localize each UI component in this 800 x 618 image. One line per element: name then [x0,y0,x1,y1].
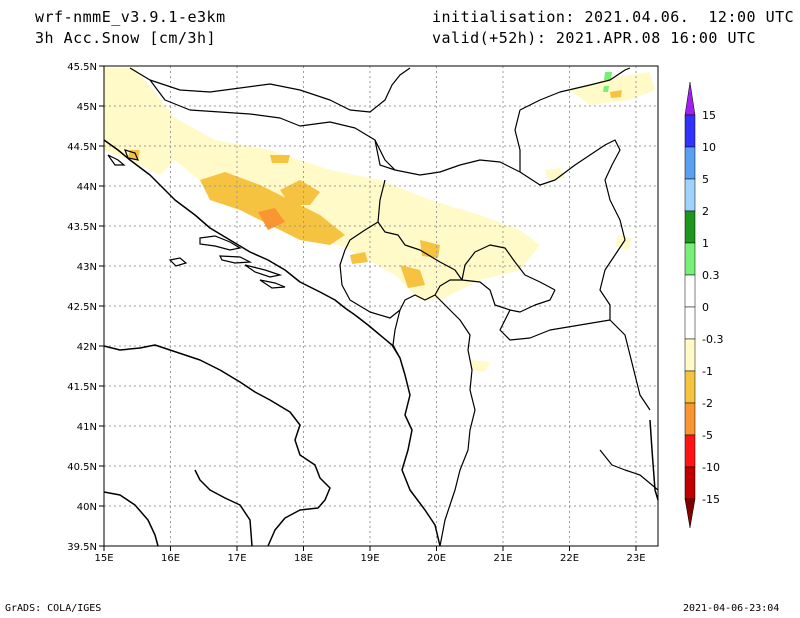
legend-band [684,242,696,276]
footer-credit: GrADS: COLA/IGES [5,603,102,614]
legend-label: 10 [702,141,716,154]
legend-band [684,466,696,500]
legend-label: -15 [702,493,720,506]
legend-label: -10 [702,461,720,474]
legend-band [684,306,696,340]
valid-time: valid(+52h): 2021.APR.08 16:00 UTC [432,29,757,47]
lat-label: 40.5N [67,462,97,473]
lat-label: 39.5N [67,542,97,553]
lat-label: 41N [77,422,97,433]
legend-bottom-arrow [684,498,696,529]
country-borders [129,67,659,547]
snow-field [104,68,655,372]
lat-label: 44N [77,182,97,193]
color-legend [684,81,696,529]
legend-band [684,434,696,468]
legend-label: -2 [702,397,713,410]
legend-band [684,178,696,212]
legend-top-arrow [684,81,696,116]
lat-labels: 45.5N 45N 44.5N 44N 43.5N 43N 42.5N 42N … [67,62,97,553]
model-title: wrf-nmmE_v3.9.1-e3km [35,8,226,26]
lon-label: 22E [560,553,579,564]
lon-label: 23E [626,553,645,564]
legend-band [684,210,696,244]
lon-label: 17E [227,553,246,564]
lat-label: 41.5N [67,382,97,393]
axis-ticks [99,65,637,551]
legend-label: -1 [702,365,713,378]
lon-label: 19E [360,553,379,564]
legend-band [684,402,696,436]
legend-band [684,274,696,308]
lat-label: 45.5N [67,62,97,73]
lat-label: 44.5N [67,142,97,153]
lat-label: 43N [77,262,97,273]
lon-label: 16E [161,553,180,564]
lat-label: 40N [77,502,97,513]
legend-band [684,146,696,180]
lat-label: 42N [77,342,97,353]
lon-label: 20E [427,553,446,564]
lat-label: 45N [77,102,97,113]
legend-band [684,370,696,404]
lat-label: 43.5N [67,222,97,233]
field-title: 3h Acc.Snow [cm/3h] [35,29,217,47]
lon-label: 21E [493,553,512,564]
lon-labels: 15E 16E 17E 18E 19E 20E 21E 22E 23E [94,553,645,564]
lat-label: 42.5N [67,302,97,313]
legend-label: 2 [702,205,709,218]
islands [107,149,286,289]
coastlines [103,139,659,547]
footer-timestamp: 2021-04-06-23:04 [683,603,780,614]
legend-label: -0.3 [702,333,723,346]
lon-label: 15E [94,553,113,564]
grid-lines [104,66,658,546]
legend-label: 0.3 [702,269,720,282]
legend-label: 0 [702,301,709,314]
lon-label: 18E [294,553,313,564]
legend-band [684,114,696,148]
legend-label: -5 [702,429,713,442]
legend-band [684,338,696,372]
init-time: initialisation: 2021.04.06. 12:00 UTC [432,8,795,26]
legend-label: 5 [702,173,709,186]
legend-label: 15 [702,109,716,122]
legend-labels: 15 10 5 2 1 0.3 0 -0.3 -1 -2 -5 -10 -15 [702,109,723,506]
legend-label: 1 [702,237,709,250]
